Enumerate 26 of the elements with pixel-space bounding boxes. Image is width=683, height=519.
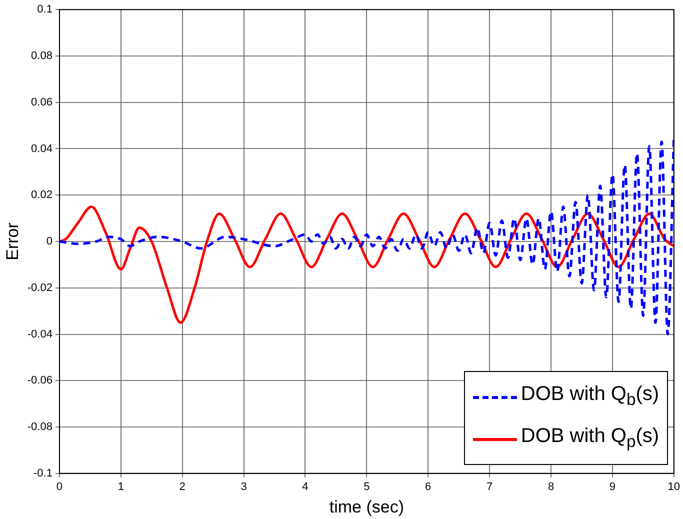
x-tick-label: 6 — [425, 481, 432, 494]
y-tick-label: 0 — [46, 236, 52, 248]
y-tick-label: -0.04 — [27, 328, 52, 340]
x-tick-label: 10 — [668, 481, 680, 494]
y-tick-label: -0.08 — [27, 421, 52, 434]
x-tick-label: 7 — [486, 481, 493, 494]
x-tick-label: 5 — [364, 481, 370, 494]
y-tick-label: -0.02 — [27, 282, 52, 294]
y-tick-label: 0.04 — [31, 142, 52, 155]
x-tick-label: 0 — [56, 481, 63, 494]
legend-label: DOB with Q$_{p}$(s) — [520, 424, 660, 454]
x-tick-label: 3 — [240, 481, 247, 494]
x-tick-label: 1 — [118, 481, 124, 494]
x-tick-label: 9 — [609, 481, 616, 494]
y-tick-label: 0.1 — [37, 4, 52, 16]
x-tick-label: 2 — [179, 481, 186, 494]
y-tick-label: 0.08 — [31, 50, 52, 62]
y-tick-label: 0.02 — [31, 189, 52, 202]
x-tick-label: 4 — [302, 481, 308, 494]
y-tick-label: 0.06 — [31, 96, 52, 108]
x-tick-label: 8 — [548, 481, 554, 494]
y-axis-title: Error — [2, 222, 22, 260]
x-axis-title: time (sec) — [329, 497, 404, 516]
y-tick-label: -0.06 — [27, 374, 52, 387]
legend-label: DOB with Q$_{b}$(s) — [520, 382, 660, 412]
y-tick-label: -0.1 — [34, 467, 52, 480]
